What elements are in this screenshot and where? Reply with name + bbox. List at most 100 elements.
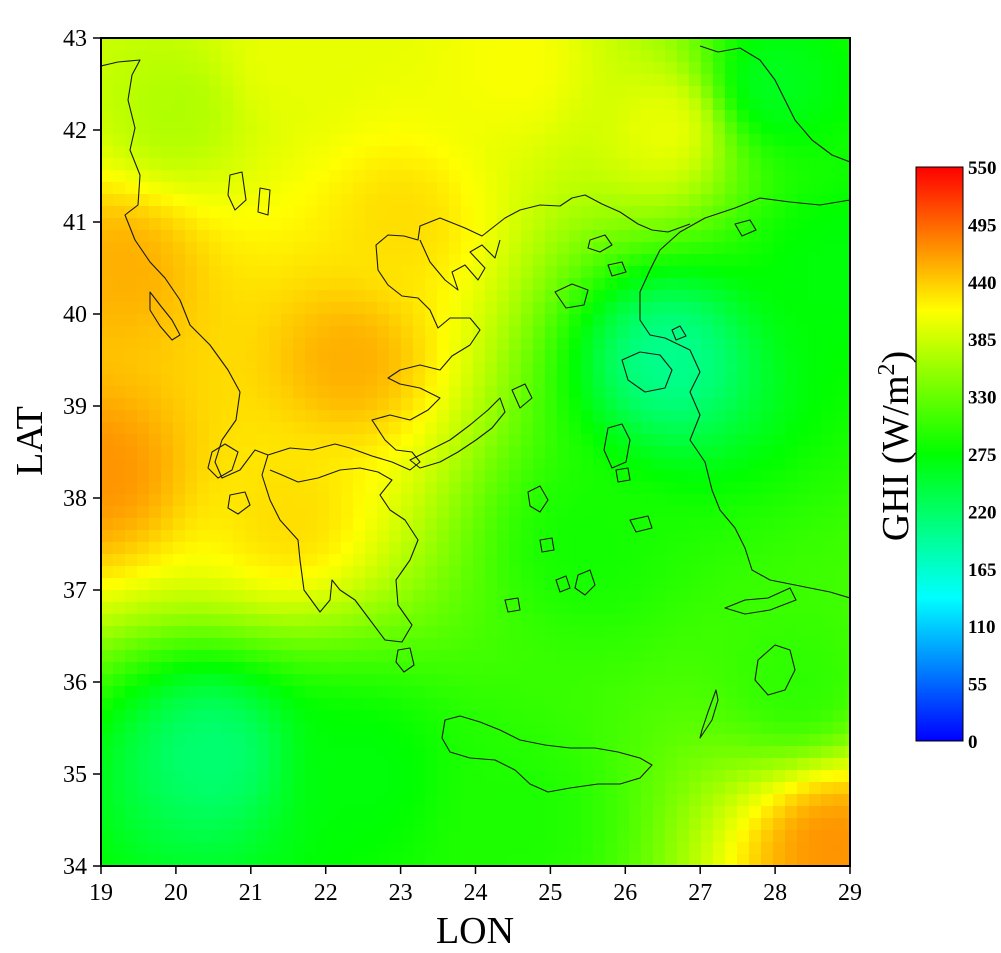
heat-cell [821,674,834,687]
heat-cell [101,710,114,723]
heat-cell [833,446,846,459]
heat-cell [485,674,498,687]
heat-cell [365,398,378,411]
heat-cell [509,842,522,855]
heat-cell [845,530,850,543]
heat-cell [497,398,510,411]
heat-cell [473,566,486,579]
heat-cell [809,818,822,831]
heat-cell [797,542,810,555]
heat-cell [773,626,786,639]
heat-cell [689,242,702,255]
heat-cell [821,698,834,711]
heat-cell [437,134,450,147]
heat-cell [137,302,150,315]
heat-cell [821,386,834,399]
heat-cell [269,542,282,555]
heat-cell [317,638,330,651]
heat-cell [257,674,270,687]
heat-cell [293,110,306,123]
heat-cell [269,710,282,723]
heat-cell [797,194,810,207]
heat-cell [101,182,114,195]
heat-cell [113,506,126,519]
heat-cell [845,734,850,747]
heat-cell [221,266,234,279]
heat-cell [209,410,222,423]
heat-cell [149,326,162,339]
heat-cell [725,782,738,795]
heat-cell [197,710,210,723]
heat-cell [233,530,246,543]
heat-cell [461,182,474,195]
heat-cell [257,122,270,135]
heat-cell [785,710,798,723]
heat-cell [653,590,666,603]
heat-cell [377,530,390,543]
heat-cell [281,458,294,471]
heat-cell [629,38,642,51]
heat-cell [689,518,702,531]
x-tick-label: 29 [838,880,862,906]
heat-cell [473,62,486,75]
heat-cell [845,566,850,579]
heat-cell [749,398,762,411]
heat-cell [365,410,378,423]
heat-cell [149,794,162,807]
heat-cell [557,410,570,423]
heat-cell [161,818,174,831]
heat-cell [461,230,474,243]
heat-cell [449,398,462,411]
heat-cell [173,374,186,387]
heat-cell [581,470,594,483]
heat-cell [437,410,450,423]
heat-cell [293,386,306,399]
heat-cell [389,710,402,723]
coastline-samos [629,515,653,533]
heat-cell [437,62,450,75]
heat-cell [533,842,546,855]
heat-cell [413,854,426,866]
heat-cell [173,662,186,675]
heat-cell [269,350,282,363]
heat-cell [305,122,318,135]
heat-cell [665,218,678,231]
heat-cell [665,794,678,807]
heat-cell [797,530,810,543]
heat-cell [365,146,378,159]
heat-cell [245,770,258,783]
heat-cell [173,218,186,231]
heat-cell [809,314,822,327]
heat-cell [677,122,690,135]
heat-cell [161,410,174,423]
heat-cell [245,854,258,866]
heat-cell [617,578,630,591]
heat-cell [161,122,174,135]
heat-cell [101,830,114,843]
heat-cell [653,614,666,627]
heat-cell [653,62,666,75]
heat-cell [473,842,486,855]
heat-cell [701,674,714,687]
heat-cell [185,842,198,855]
heat-cell [749,482,762,495]
heat-cell [749,854,762,866]
heat-cell [125,482,138,495]
heat-cell [485,158,498,171]
heat-cell [557,74,570,87]
heat-cell [305,218,318,231]
heat-cell [785,794,798,807]
heat-cell [593,86,606,99]
heat-cell [665,86,678,99]
heat-cell [557,350,570,363]
heat-cell [653,506,666,519]
heat-cell [617,350,630,363]
heat-cell [725,662,738,675]
heat-cell [173,830,186,843]
heat-cell [785,674,798,687]
heat-cell [521,134,534,147]
heat-cell [197,614,210,627]
heat-cell [833,62,846,75]
heat-cell [821,290,834,303]
heat-cell [221,758,234,771]
